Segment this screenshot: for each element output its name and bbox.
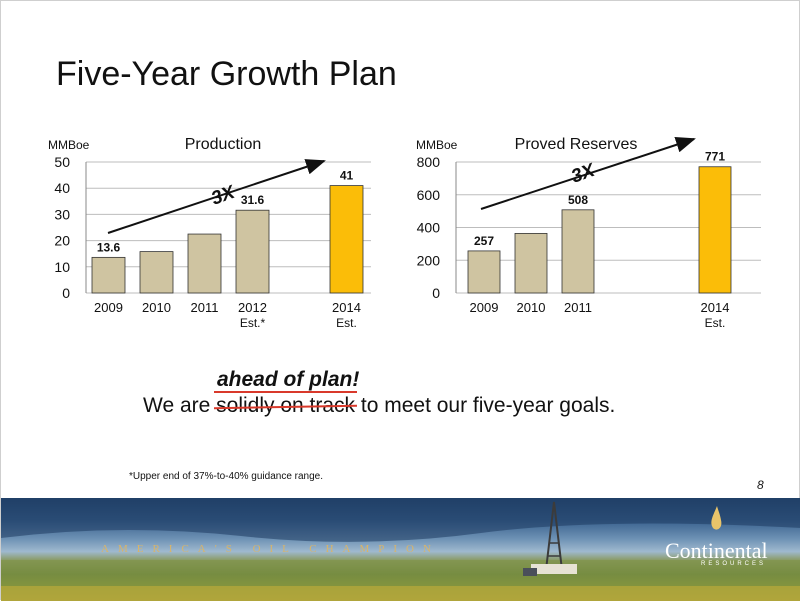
growth-arrow [107,159,326,234]
struck-text: solidly on track [214,391,357,417]
brand-logo-text: Continental [665,538,768,563]
data-label: 13.6 [97,240,121,254]
banner-image: AMERICA'S OIL CHAMPION Continental RESOU… [1,498,800,601]
bar [329,185,364,294]
banner-scenery [1,498,800,601]
data-label: 771 [705,150,725,164]
growth-arrow [480,137,696,210]
oil-drop-logo-icon [711,506,722,530]
y-tick-label: 20 [54,233,70,249]
statement: ahead of plan! We are solidly on track t… [1,361,800,431]
data-label: 41 [340,169,354,183]
y-tick-label: 200 [417,252,441,268]
growth-annotation: 3X [209,182,239,210]
bar [467,250,501,294]
ahead-of-plan-text: ahead of plan! [217,368,360,391]
statement-prefix: We are [143,394,217,417]
y-tick-label: 0 [62,285,70,301]
bar [514,232,548,294]
bar [139,251,174,294]
page-number: 8 [757,478,764,492]
oil-rig-icon [523,501,577,576]
data-label: 508 [568,193,588,207]
y-tick-label: 50 [54,154,70,170]
chart-title: Proved Reserves [515,136,638,153]
bar [561,209,595,294]
x-tick-label: 2011 [564,300,592,315]
x-tick-label: 2009 [94,300,123,315]
y-axis-label: MMBoe [48,138,90,152]
y-tick-label: 0 [432,285,440,301]
statement-suffix: to meet our five-year goals. [355,394,616,417]
banner-tagline: AMERICA'S OIL CHAMPION [101,543,440,555]
x-tick-label: 2011 [191,300,219,315]
proved-reserves-chart: Proved Reserves MMBoe 0 200 400 600 800 257 2009… [416,136,761,330]
chart-title: Production [185,136,262,153]
x-tick-label: 2012 [238,300,267,315]
statement-line: We are solidly on track to meet our five… [143,391,616,418]
y-tick-label: 10 [54,259,70,275]
x-tick-label: 2014 [332,300,361,315]
slide-title: Five-Year Growth Plan [56,55,397,93]
x-tick-label: 2010 [142,300,171,315]
growth-annotation: 3X [569,160,599,188]
y-tick-label: 40 [54,180,70,196]
bar [91,256,126,294]
x-tick-sublabel: Est. [336,316,357,330]
y-tick-label: 30 [54,206,70,222]
y-tick-label: 600 [417,187,441,203]
x-tick-label: 2014 [701,300,730,315]
x-tick-sublabel: Est. [705,316,726,330]
brand-logo-subtext: RESOURCES [701,561,767,567]
data-label: 31.6 [241,193,265,207]
bar [698,166,732,294]
bar [187,233,222,294]
footnote: *Upper end of 37%-to-40% guidance range. [129,471,324,482]
data-label: 257 [474,234,494,248]
y-tick-label: 400 [417,220,441,236]
x-tick-label: 2010 [517,300,546,315]
x-tick-sublabel: Est.* [240,316,266,330]
y-axis-label: MMBoe [416,138,458,152]
y-tick-label: 800 [417,154,441,170]
bar [235,209,270,294]
x-tick-label: 2009 [470,300,499,315]
production-chart: Production MMBoe 0 10 20 30 40 50 13.6 2009 2010 20… [48,136,371,330]
